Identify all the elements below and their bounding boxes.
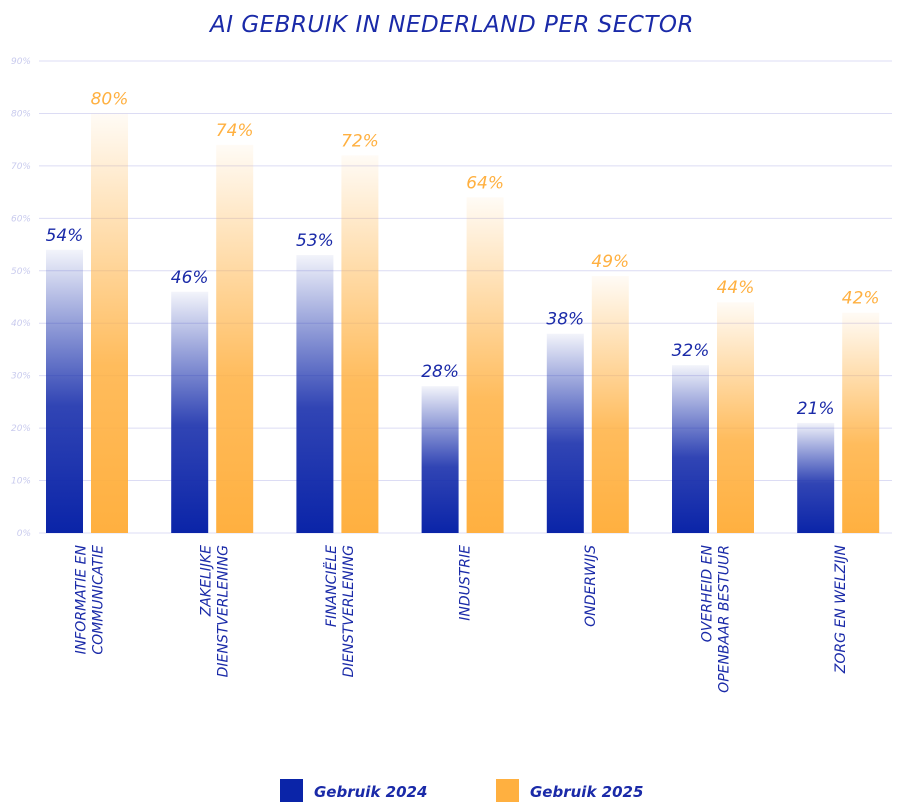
y-tick-label: 30% <box>11 372 31 382</box>
data-label: 44% <box>717 278 755 298</box>
bar-2025 <box>842 312 880 533</box>
data-label: 38% <box>546 310 584 330</box>
x-tick-label: ZAKELIJKE <box>199 545 215 617</box>
bar-2025 <box>717 302 754 533</box>
bar-2025 <box>466 197 504 533</box>
y-tick-label: 10% <box>11 477 31 487</box>
x-category-label: ZORG EN WELZIJN <box>833 544 849 674</box>
chart-title: AI GEBRUIK IN NEDERLAND PER SECTOR <box>208 12 694 38</box>
data-label: 21% <box>797 399 835 419</box>
data-label: 49% <box>591 252 629 272</box>
x-category-label: INFORMATIE EN COMMUNICATIE <box>74 544 107 654</box>
bar-2024 <box>421 386 459 533</box>
y-tick-label: 80% <box>11 109 31 119</box>
legend-label: Gebruik 2024 <box>314 783 427 801</box>
legend-swatch-2025 <box>496 779 519 802</box>
y-tick-label: 0% <box>17 529 31 539</box>
bar-2025 <box>216 144 254 533</box>
bar-2024 <box>546 333 584 533</box>
bar-2024 <box>171 291 209 533</box>
x-tick-label: DIENSTVERLENING <box>216 545 232 678</box>
data-label: 54% <box>46 226 84 246</box>
data-label: 53% <box>296 231 334 251</box>
x-tick-label: DIENSTVERLENING <box>341 545 357 678</box>
x-tick-label: COMMUNICATIE <box>91 545 107 655</box>
legend-label: Gebruik 2025 <box>530 783 643 801</box>
x-tick-label: ONDERWIJS <box>583 545 599 627</box>
bar-2024 <box>797 422 835 533</box>
bar-2024 <box>672 365 709 533</box>
x-tick-label: INFORMATIE EN <box>74 544 90 654</box>
data-label: 32% <box>672 341 710 361</box>
y-tick-label: 70% <box>11 162 31 172</box>
y-tick-label: 90% <box>11 57 31 67</box>
bar-2025 <box>591 276 629 533</box>
y-tick-label: 50% <box>11 267 31 277</box>
x-tick-label: OVERHEID EN <box>700 544 716 642</box>
bar-2024 <box>296 255 334 534</box>
x-category-label: ZAKELIJKE DIENSTVERLENING <box>199 545 232 678</box>
y-tick-label: 20% <box>11 424 31 434</box>
x-tick-label: INDUSTRIE <box>458 545 474 621</box>
bar-2024 <box>46 249 83 534</box>
x-category-label: OVERHEID EN OPENBAAR BESTUUR <box>700 544 733 692</box>
data-label: 46% <box>171 268 209 288</box>
x-category-label: INDUSTRIE <box>458 545 474 621</box>
data-label: 28% <box>421 362 459 382</box>
data-label: 74% <box>216 121 254 141</box>
bar-2025 <box>91 113 128 533</box>
x-tick-label: ZORG EN WELZIJN <box>833 544 849 674</box>
data-label: 80% <box>91 89 129 109</box>
x-category-label: FINANCIËLE DIENSTVERLENING <box>322 545 357 678</box>
data-label: 64% <box>466 173 504 193</box>
x-category-label: ONDERWIJS <box>583 545 599 627</box>
x-tick-label: OPENBAAR BESTUUR <box>717 545 733 693</box>
data-label: 72% <box>341 131 379 151</box>
y-tick-label: 60% <box>11 214 31 224</box>
data-label: 42% <box>842 289 880 309</box>
bar-2025 <box>341 155 379 533</box>
y-tick-label: 40% <box>11 319 31 329</box>
legend-swatch-2024 <box>280 779 303 802</box>
x-tick-label: FINANCIËLE <box>322 545 340 627</box>
